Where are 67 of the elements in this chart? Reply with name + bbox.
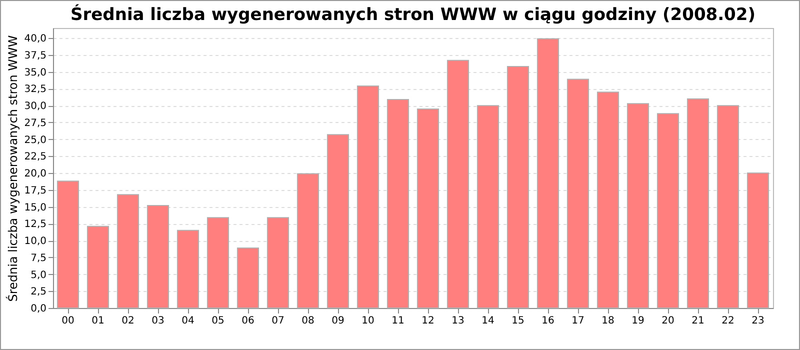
- x-tick-label: 11: [392, 316, 404, 326]
- y-tick-label: 25,0: [24, 134, 46, 146]
- bar: [416, 108, 440, 308]
- x-tick-label: 09: [332, 316, 344, 326]
- y-tick-label: 0,0: [30, 304, 46, 314]
- x-tick-label: 05: [212, 316, 224, 326]
- y-tick-label: 40,0: [24, 34, 46, 45]
- bar: [656, 113, 680, 308]
- bar: [596, 92, 620, 308]
- bar: [326, 134, 350, 308]
- x-tick-label: 13: [452, 316, 464, 326]
- y-tick-label: 2,5: [30, 286, 46, 298]
- bar: [686, 98, 710, 308]
- bar: [716, 105, 740, 308]
- chart-title: Średnia liczba wygenerowanych stron WWW w ciągu godziny (2008.02): [70, 4, 756, 25]
- y-tick-label: 12,5: [24, 219, 46, 230]
- x-tick-label: 22: [722, 316, 734, 326]
- x-tick-label: 19: [632, 316, 644, 326]
- y-tick-label: 22,5: [24, 152, 46, 163]
- bar: [266, 217, 290, 308]
- bar: [296, 173, 320, 308]
- bar: [236, 247, 260, 308]
- bar: [56, 180, 80, 308]
- x-tick-label: 15: [512, 316, 524, 326]
- y-tick-label: 27,5: [24, 118, 46, 129]
- x-tick-label: 21: [692, 316, 704, 326]
- bar: [626, 103, 650, 308]
- x-tick-label: 17: [572, 316, 584, 326]
- x-tick-label: 23: [752, 316, 764, 326]
- x-tick-label: 18: [602, 316, 614, 326]
- bar: [746, 172, 770, 308]
- x-tick-label: 12: [422, 316, 434, 326]
- y-tick-label: 32,5: [24, 84, 46, 96]
- bar: [386, 99, 410, 308]
- bar: [356, 86, 380, 308]
- x-tick-label: 07: [272, 316, 284, 326]
- x-tick-label: 04: [182, 316, 194, 326]
- x-tick-label: 20: [662, 316, 674, 326]
- y-tick-label: 30,0: [24, 101, 46, 112]
- bar: [86, 226, 110, 308]
- bar: [506, 66, 530, 308]
- y-tick-label: 37,5: [24, 50, 46, 62]
- bar: [206, 217, 230, 308]
- bar: [536, 38, 560, 308]
- x-tick-label: 03: [152, 316, 164, 326]
- y-tick-label: 15,0: [24, 202, 46, 214]
- y-tick-label: 10,0: [24, 236, 46, 248]
- y-axis-title: Średnia liczba wygenerowanych stron WWW: [5, 35, 20, 302]
- x-tick-label: 08: [302, 316, 314, 326]
- bar: [476, 105, 500, 308]
- y-tick-label: 17,5: [24, 185, 46, 196]
- x-tick-label: 10: [362, 316, 374, 326]
- y-tick-label: 20,0: [24, 168, 46, 180]
- bar: [116, 194, 140, 308]
- x-tick-label: 16: [542, 316, 554, 326]
- bar: [146, 204, 170, 308]
- y-tick-label: 5,0: [30, 270, 46, 281]
- bar: [446, 60, 470, 308]
- bar: [566, 78, 590, 308]
- y-tick-label: 35,0: [24, 67, 46, 78]
- bar: [176, 230, 200, 308]
- x-tick-label: 02: [122, 316, 134, 326]
- x-tick-label: 06: [242, 316, 254, 326]
- x-tick-label: 00: [62, 316, 74, 326]
- y-tick-label: 7,5: [30, 252, 46, 264]
- x-tick-label: 14: [482, 316, 494, 326]
- x-tick-label: 01: [92, 316, 104, 326]
